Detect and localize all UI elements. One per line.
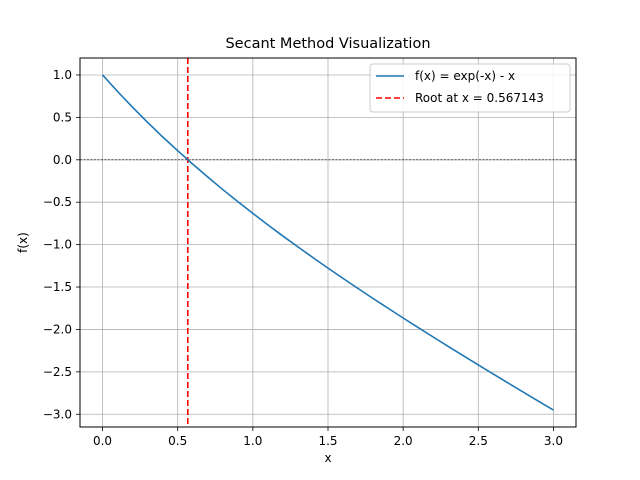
y-tick-label: 0.0 [53, 153, 72, 167]
x-tick-label: 0.5 [168, 434, 187, 448]
reference-lines [80, 58, 576, 427]
x-tick-label: 0.0 [93, 434, 112, 448]
y-axis-label: f(x) [16, 232, 30, 253]
x-tick-label: 2.0 [394, 434, 413, 448]
y-tick-label: −2.5 [43, 365, 72, 379]
series-layer [101, 74, 554, 411]
legend-label: f(x) = exp(-x) - x [415, 69, 515, 83]
function-curve [101, 74, 554, 411]
y-tick-label: 0.5 [53, 110, 72, 124]
x-tick-label: 3.0 [544, 434, 563, 448]
y-axis-ticks: 1.0 0.5 0.0 −0.5 −1.0 −1.5 −2.0 −2.5 −3.0 [43, 68, 80, 421]
y-tick-label: −1.5 [43, 280, 72, 294]
y-tick-label: −2.0 [43, 322, 72, 336]
y-tick-label: 1.0 [53, 68, 72, 82]
x-tick-label: 2.5 [469, 434, 488, 448]
grid [80, 58, 576, 427]
y-tick-label: −0.5 [43, 195, 72, 209]
x-axis-ticks: 0.0 0.5 1.0 1.5 2.0 2.5 3.0 [93, 427, 563, 448]
x-tick-label: 1.0 [243, 434, 262, 448]
x-tick-label: 1.5 [318, 434, 337, 448]
x-axis-label: x [324, 451, 331, 465]
legend-label: Root at x = 0.567143 [415, 91, 544, 105]
legend-box [369, 63, 571, 113]
y-tick-label: −3.0 [43, 407, 72, 421]
chart-title: Secant Method Visualization [225, 36, 430, 52]
y-tick-label: −1.0 [43, 238, 72, 252]
legend: f(x) = exp(-x) - x Root at x = 0.567143 [369, 63, 571, 113]
